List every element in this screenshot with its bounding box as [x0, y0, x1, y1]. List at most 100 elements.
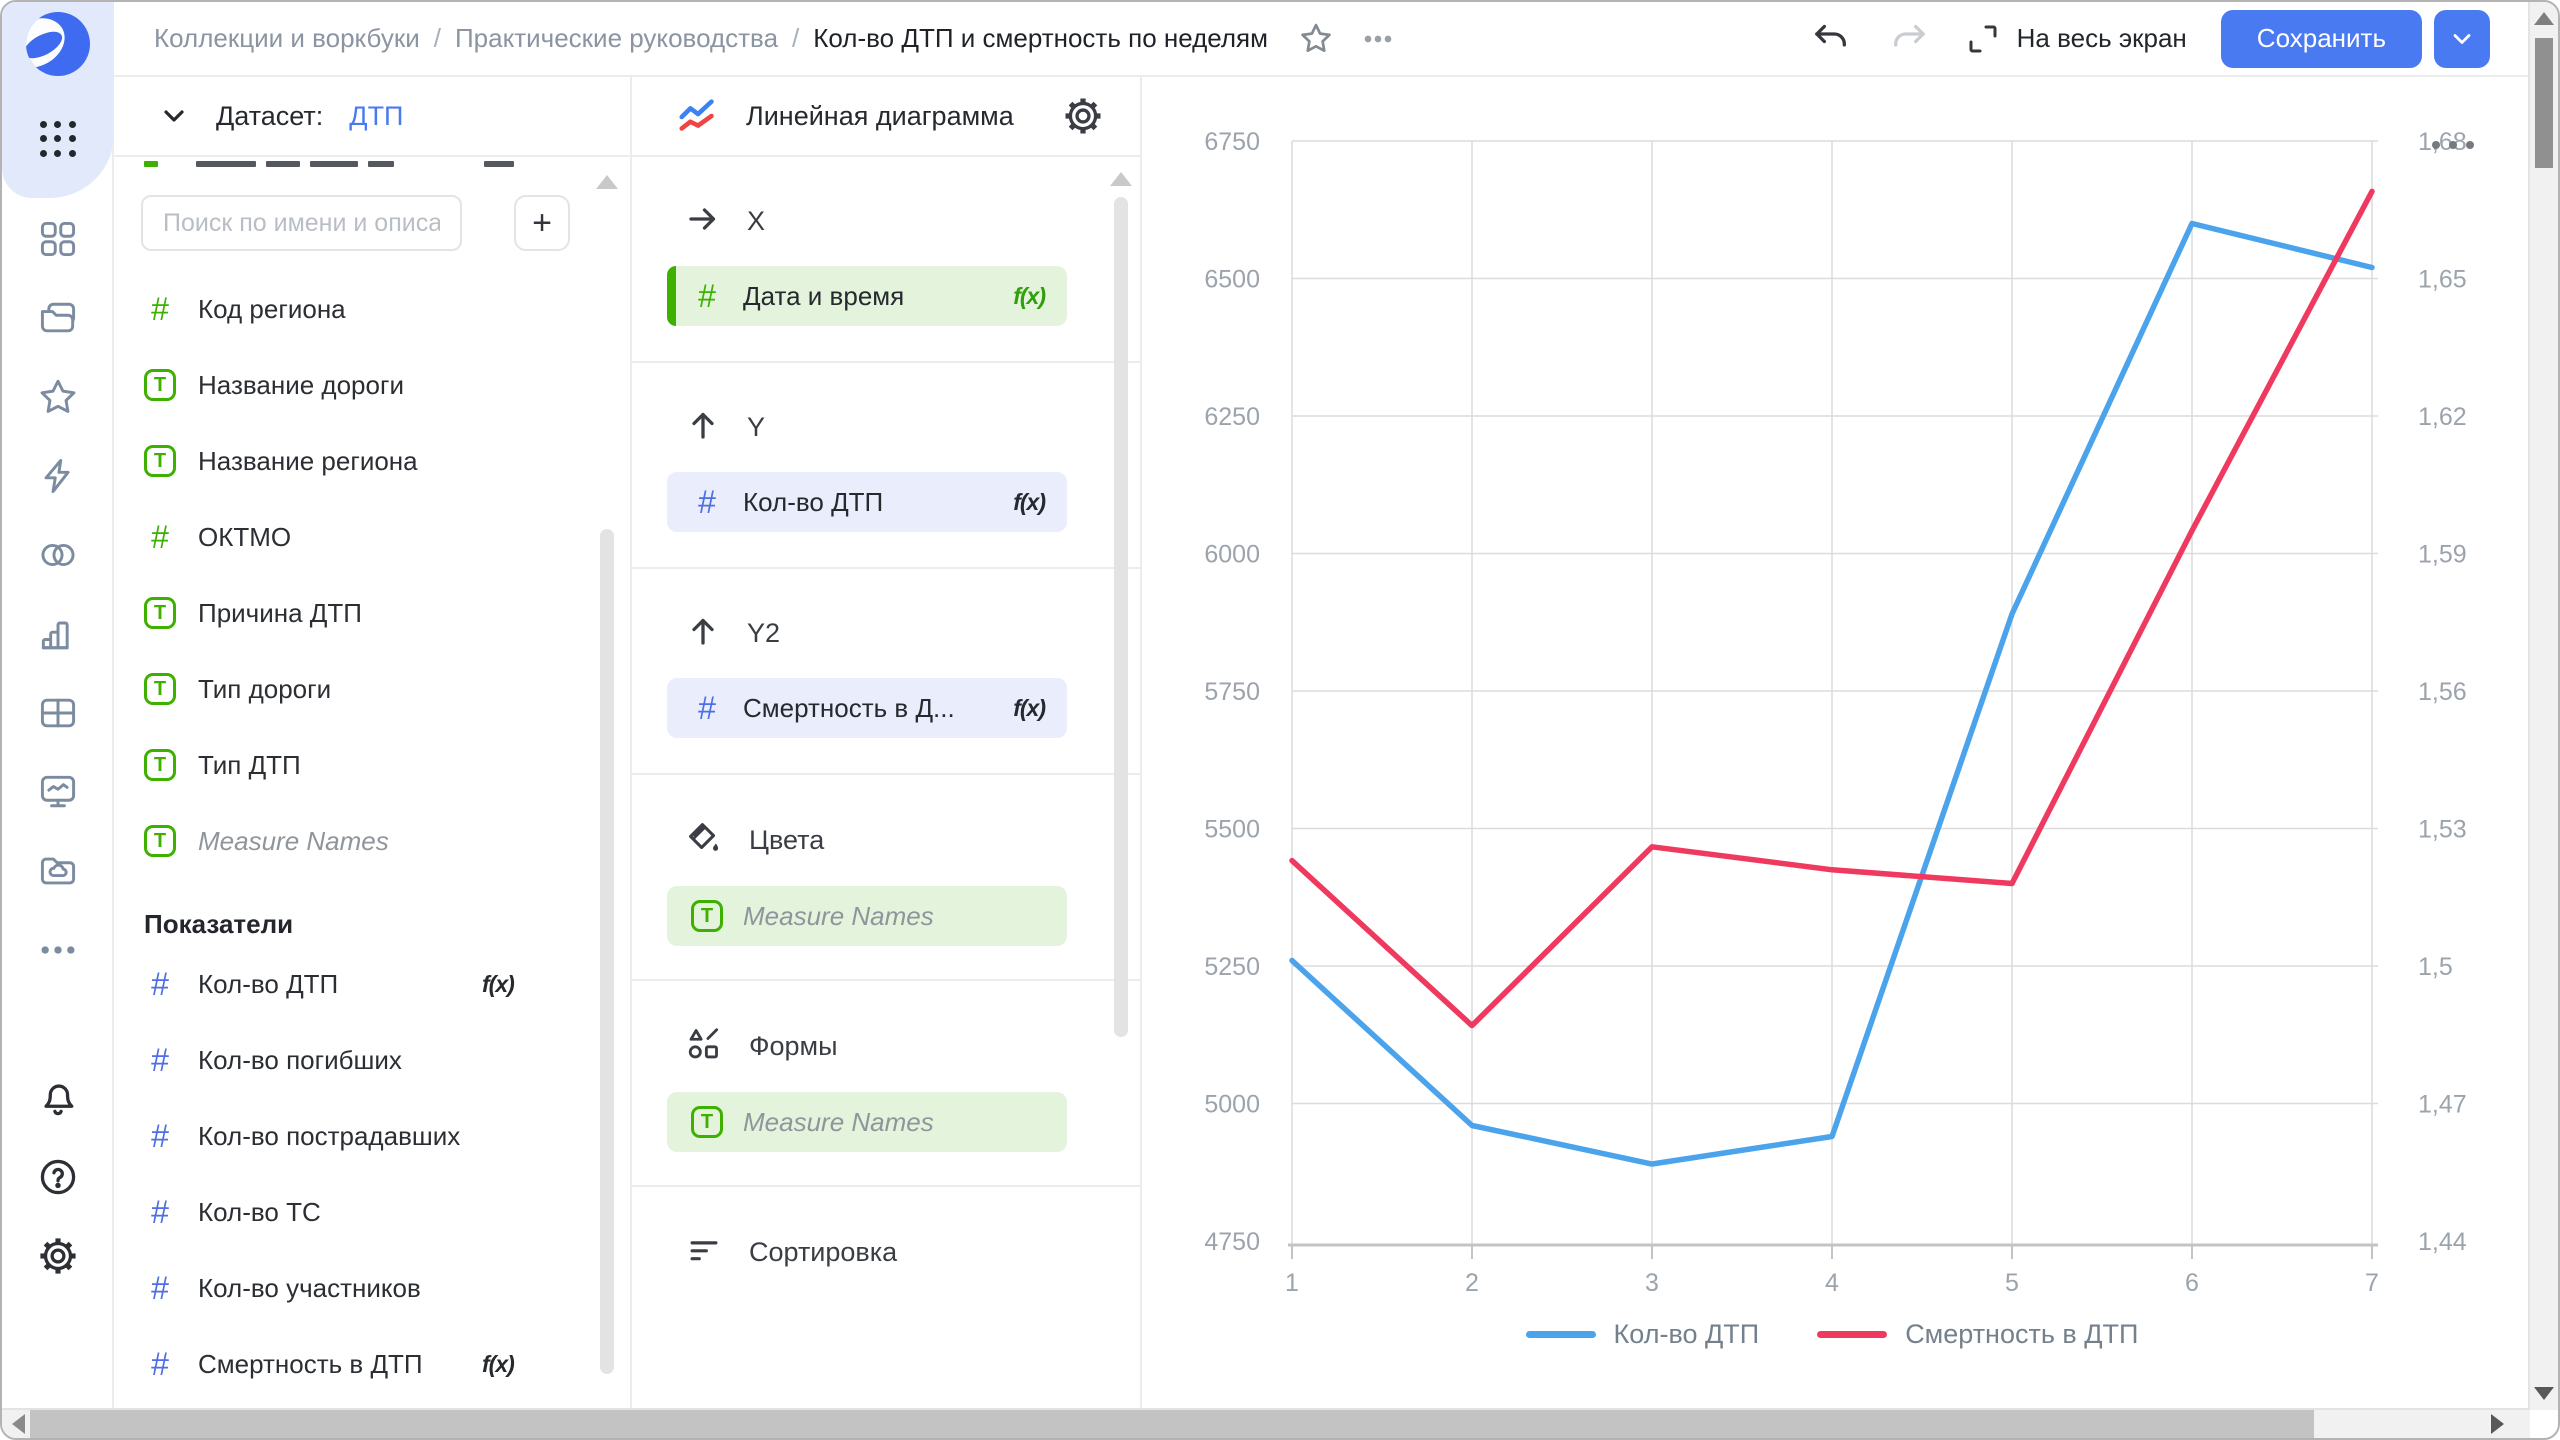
- vertical-scrollbar-thumb[interactable]: [2535, 38, 2553, 168]
- horizontal-scrollbar-thumb[interactable]: [30, 1410, 2314, 1438]
- undo-icon[interactable]: [1809, 17, 1853, 61]
- number-type-icon: #: [151, 1269, 169, 1306]
- config-scroll-up-arrow[interactable]: [1110, 172, 1132, 186]
- field-label: Тип дороги: [198, 673, 332, 704]
- pill-label: Measure Names: [743, 900, 934, 931]
- field-pill[interactable]: # Дата и время f(x): [667, 266, 1067, 326]
- legend-swatch: [1525, 1331, 1596, 1338]
- measure-field-row[interactable]: # Смертность в ДТП f(x): [114, 1326, 630, 1402]
- config-section-y2: Y2 # Смертность в Д... f(x): [632, 569, 1140, 775]
- favorite-star-icon[interactable]: [1294, 17, 1338, 61]
- apps-grid-icon[interactable]: [40, 121, 76, 157]
- svg-text:5750: 5750: [1204, 678, 1260, 706]
- breadcrumb-guides[interactable]: Практические руководства: [454, 23, 779, 53]
- field-pill[interactable]: T Measure Names: [667, 886, 1067, 946]
- dataset-scroll-up-arrow[interactable]: [596, 175, 618, 189]
- more-ellipsis-icon[interactable]: [34, 926, 82, 974]
- dimension-field-row[interactable]: T Тип дороги: [114, 651, 630, 727]
- dataset-name-link[interactable]: ДТП: [349, 100, 404, 131]
- svg-text:6250: 6250: [1204, 403, 1260, 431]
- measure-list: # Кол-во ДТП f(x) # Кол-во погибших # Кол-во п…: [114, 946, 630, 1402]
- settings-gear-icon[interactable]: [34, 1232, 82, 1280]
- add-field-button[interactable]: +: [514, 195, 570, 251]
- connections-lightning-icon[interactable]: [34, 452, 82, 500]
- save-button[interactable]: Сохранить: [2220, 9, 2422, 68]
- chart-legend: Кол-во ДТП Смертность в ДТП: [1142, 1319, 2522, 1350]
- measure-field-row[interactable]: # Кол-во пострадавших: [114, 1098, 630, 1174]
- more-menu-icon[interactable]: [1356, 17, 1400, 61]
- chart-settings-gear-icon[interactable]: [1062, 95, 1104, 137]
- scroll-left-arrow[interactable]: [12, 1414, 25, 1434]
- svg-text:6500: 6500: [1204, 266, 1260, 294]
- vertical-scrollbar[interactable]: [2528, 2, 2558, 1410]
- notifications-bell-icon[interactable]: [34, 1074, 82, 1122]
- field-pill[interactable]: # Кол-во ДТП f(x): [667, 472, 1067, 532]
- table-icon[interactable]: [34, 689, 82, 737]
- field-label: Смертность в ДТП: [198, 1348, 423, 1379]
- measure-field-row[interactable]: # Кол-во участников: [114, 1250, 630, 1326]
- field-pill[interactable]: # Смертность в Д... f(x): [667, 678, 1067, 738]
- dataset-header: Датасет: ДТП: [114, 77, 630, 157]
- string-type-icon: T: [144, 673, 176, 705]
- field-pill[interactable]: T Measure Names: [667, 1092, 1067, 1152]
- datalens-logo[interactable]: [26, 12, 90, 76]
- redo-icon[interactable]: [1887, 17, 1931, 61]
- save-menu-button[interactable]: [2434, 9, 2490, 68]
- svg-text:6: 6: [2185, 1269, 2199, 1297]
- expand-icon: [1969, 25, 1997, 52]
- datasets-circles-icon[interactable]: [34, 531, 82, 579]
- measure-field-row[interactable]: # Кол-во ДТП f(x): [114, 946, 630, 1022]
- charts-bar-icon[interactable]: [34, 610, 82, 658]
- svg-text:4: 4: [1825, 1269, 1839, 1297]
- legend-item[interactable]: Смертность в ДТП: [1817, 1319, 2138, 1350]
- svg-text:7: 7: [2365, 1269, 2379, 1297]
- dimension-field-row[interactable]: # Код региона: [114, 271, 630, 347]
- scroll-right-arrow[interactable]: [2491, 1414, 2504, 1434]
- breadcrumb-separator: /: [792, 23, 800, 53]
- dashboard-grid-icon[interactable]: [34, 215, 82, 263]
- dimension-field-row[interactable]: T Тип ДТП: [114, 727, 630, 803]
- number-type-icon: #: [151, 1041, 169, 1078]
- collapse-chevron-icon[interactable]: [158, 100, 190, 132]
- svg-text:5250: 5250: [1204, 953, 1260, 981]
- measure-field-row[interactable]: # Кол-во ТС: [114, 1174, 630, 1250]
- favorites-star-icon[interactable]: [34, 373, 82, 421]
- config-scrollbar-thumb[interactable]: [1114, 197, 1128, 1037]
- folder-cloud-icon[interactable]: [34, 847, 82, 895]
- measure-field-row[interactable]: # Кол-во погибших: [114, 1022, 630, 1098]
- scroll-down-arrow[interactable]: [2534, 1387, 2554, 1400]
- arrow-right-icon: [685, 201, 721, 242]
- dimension-field-row[interactable]: T Measure Names: [114, 803, 630, 879]
- chart-menu-icon[interactable]: [2426, 135, 2480, 155]
- fullscreen-button[interactable]: На весь экран: [1965, 21, 2187, 57]
- svg-text:1,65: 1,65: [2418, 266, 2467, 294]
- dimension-field-row[interactable]: T Название региона: [114, 423, 630, 499]
- config-section-x: X # Дата и время f(x): [632, 157, 1140, 363]
- chevron-down-icon: [2453, 33, 2471, 44]
- search-input[interactable]: [141, 195, 462, 251]
- section-label: Y2: [747, 618, 781, 648]
- horizontal-scrollbar[interactable]: [2, 1408, 2530, 1438]
- pill-label: Measure Names: [743, 1106, 934, 1137]
- help-icon[interactable]: [34, 1153, 82, 1201]
- dashboards-monitor-icon[interactable]: [34, 768, 82, 816]
- field-label: Код региона: [198, 293, 346, 324]
- legend-item[interactable]: Кол-во ДТП: [1525, 1319, 1759, 1350]
- field-label: Название дороги: [198, 369, 404, 400]
- left-sidebar: [2, 2, 114, 1410]
- dimension-field-row[interactable]: T Причина ДТП: [114, 575, 630, 651]
- svg-text:1,5: 1,5: [2418, 953, 2453, 981]
- scroll-up-arrow[interactable]: [2534, 12, 2554, 25]
- dataset-scrollbar-thumb[interactable]: [600, 529, 614, 1374]
- svg-text:1,59: 1,59: [2418, 541, 2467, 569]
- collections-icon[interactable]: [34, 294, 82, 342]
- number-type-icon: #: [151, 1345, 169, 1382]
- field-label: Кол-во участников: [198, 1272, 421, 1303]
- dimension-field-row[interactable]: T Название дороги: [114, 347, 630, 423]
- field-label: Причина ДТП: [198, 597, 362, 628]
- breadcrumb-collections[interactable]: Коллекции и воркбуки: [154, 23, 420, 53]
- string-type-icon: T: [691, 900, 723, 932]
- config-header: Линейная диаграмма: [632, 77, 1140, 157]
- svg-text:2: 2: [1465, 1269, 1479, 1297]
- dimension-field-row[interactable]: # ОКТМО: [114, 499, 630, 575]
